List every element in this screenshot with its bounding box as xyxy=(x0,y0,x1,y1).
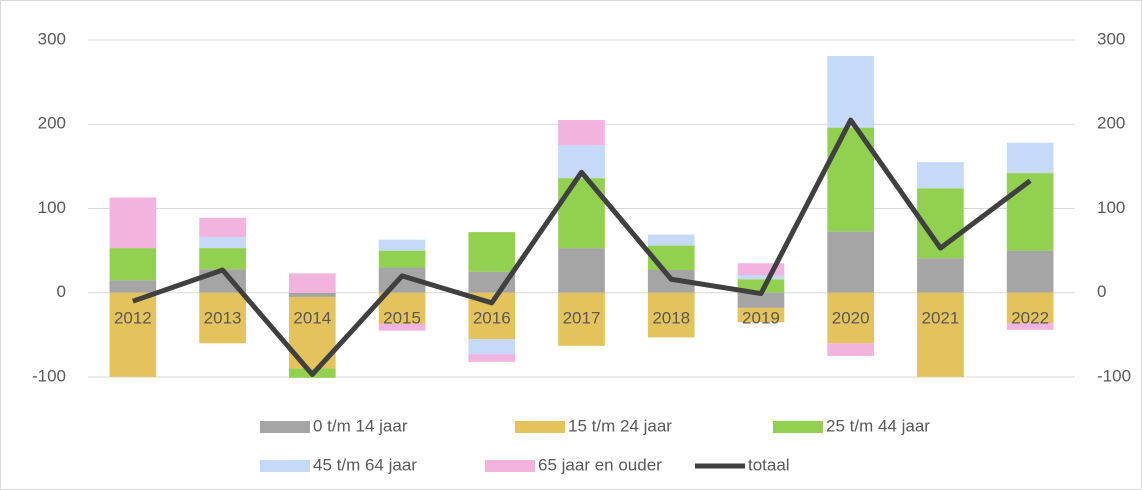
y-tick-label: 200 xyxy=(38,114,66,133)
x-tick-label: 2019 xyxy=(742,308,780,327)
legend-label: 45 t/m 64 jaar xyxy=(313,455,417,474)
bar-segment xyxy=(647,234,695,246)
x-tick-label: 2016 xyxy=(473,308,511,327)
legend-swatch xyxy=(260,421,310,433)
bar-segment xyxy=(378,250,426,268)
x-tick-label: 2015 xyxy=(383,308,421,327)
legend-label: 65 jaar en ouder xyxy=(538,455,662,474)
bar-segment xyxy=(199,248,246,270)
x-tick-label: 2018 xyxy=(652,308,690,327)
bar-segment xyxy=(199,292,246,344)
bar-segment xyxy=(1006,142,1054,174)
bar-segment xyxy=(737,263,785,276)
bar-segment xyxy=(827,292,875,344)
y2-tick-label: 300 xyxy=(1097,29,1125,48)
bar-segment xyxy=(737,275,785,280)
bar-segment xyxy=(109,292,157,377)
bar-segment xyxy=(1006,292,1054,324)
bar-segment xyxy=(827,343,875,356)
bar-segment xyxy=(558,120,605,146)
bar-segment xyxy=(378,292,426,324)
y-tick-label: -100 xyxy=(32,366,66,385)
y-tick-label: 0 xyxy=(57,282,66,301)
y2-tick-label: 200 xyxy=(1097,114,1125,133)
legend-swatch xyxy=(260,460,310,472)
bar-segment xyxy=(199,237,246,249)
bar-segment xyxy=(827,56,875,128)
bar-segment xyxy=(288,273,336,293)
x-tick-label: 2012 xyxy=(114,308,152,327)
bar-segment xyxy=(827,231,875,293)
bar-segment xyxy=(378,323,426,331)
bar-segment xyxy=(1006,323,1054,330)
bar-segment xyxy=(737,292,785,308)
bar-segment xyxy=(737,307,785,323)
x-tick-label: 2021 xyxy=(921,308,959,327)
bar-segment xyxy=(468,339,516,355)
bar-segment xyxy=(558,292,605,346)
legend-swatch xyxy=(515,421,565,433)
y2-tick-label: -100 xyxy=(1097,366,1131,385)
bar-segment xyxy=(109,280,157,293)
legend-label: 15 t/m 24 jaar xyxy=(568,416,672,435)
x-tick-label: 2017 xyxy=(563,308,601,327)
legend-label: totaal xyxy=(748,455,790,474)
legend-label: 0 t/m 14 jaar xyxy=(313,416,408,435)
y-tick-label: 100 xyxy=(38,198,66,217)
x-tick-label: 2013 xyxy=(204,308,242,327)
bar-segment xyxy=(378,239,426,251)
bar-segment xyxy=(468,354,516,362)
line-series xyxy=(132,117,1032,377)
bar-segment xyxy=(468,232,516,272)
bar-segment xyxy=(1006,173,1054,251)
bar-segment xyxy=(288,292,336,297)
y2-tick-label: 0 xyxy=(1097,282,1106,301)
bar-segment xyxy=(917,162,964,189)
bar-segment xyxy=(917,292,964,377)
legend-swatch xyxy=(773,421,823,433)
x-tick-label: 2022 xyxy=(1011,308,1049,327)
x-tick-label: 2014 xyxy=(293,308,331,327)
bar-segment xyxy=(109,197,157,249)
y-tick-label: 300 xyxy=(38,29,66,48)
bar-segment xyxy=(199,217,246,238)
bar-segment xyxy=(1006,250,1054,293)
x-tick-label: 2020 xyxy=(832,308,870,327)
bar-segment xyxy=(109,248,157,281)
legend-swatch xyxy=(485,460,535,472)
bar-segment xyxy=(917,258,964,293)
bar-segment xyxy=(558,248,605,293)
y2-tick-label: 100 xyxy=(1097,198,1125,217)
legend-label: 25 t/m 44 jaar xyxy=(826,416,930,435)
bar-segment xyxy=(647,292,695,338)
